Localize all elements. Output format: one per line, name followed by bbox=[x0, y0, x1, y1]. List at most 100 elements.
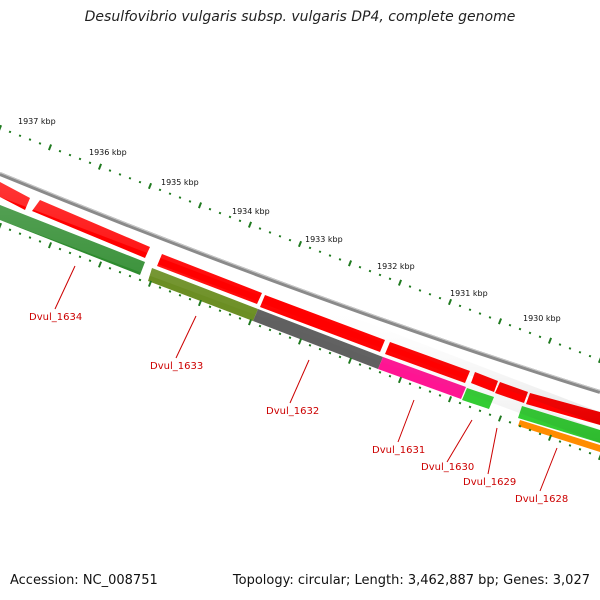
gene-label: Dvul_1634 bbox=[29, 312, 82, 323]
minor-tick bbox=[508, 323, 512, 327]
minor-tick bbox=[228, 313, 232, 316]
minor-tick bbox=[338, 258, 342, 261]
minor-tick bbox=[108, 267, 112, 270]
kbp-label: 1936 kbp bbox=[89, 148, 127, 157]
kbp-label: 1934 kbp bbox=[232, 207, 270, 216]
major-tick bbox=[597, 454, 600, 461]
minor-tick bbox=[538, 335, 542, 339]
minor-tick bbox=[568, 444, 572, 447]
minor-tick bbox=[428, 390, 432, 393]
major-tick bbox=[547, 434, 553, 441]
minor-tick bbox=[88, 259, 92, 262]
minor-tick bbox=[168, 192, 172, 196]
minor-tick bbox=[18, 232, 22, 235]
inner-tick-marks bbox=[0, 222, 600, 461]
major-tick bbox=[347, 357, 353, 364]
minor-tick bbox=[108, 169, 112, 172]
minor-tick bbox=[78, 255, 82, 259]
minor-tick bbox=[138, 278, 142, 282]
minor-tick bbox=[268, 328, 272, 332]
minor-tick bbox=[68, 153, 72, 157]
minor-tick bbox=[158, 286, 162, 289]
minor-tick bbox=[588, 451, 592, 455]
major-tick bbox=[47, 144, 53, 151]
minor-tick bbox=[358, 363, 362, 366]
major-tick bbox=[0, 222, 3, 229]
minor-tick bbox=[78, 157, 82, 161]
major-tick bbox=[297, 338, 303, 345]
major-tick bbox=[397, 279, 403, 286]
minor-tick bbox=[528, 331, 532, 335]
minor-tick bbox=[188, 297, 192, 301]
minor-tick bbox=[528, 428, 532, 432]
minor-tick bbox=[388, 277, 392, 281]
minor-tick bbox=[458, 304, 462, 308]
minor-tick bbox=[578, 448, 582, 451]
major-tick bbox=[97, 261, 103, 268]
kbp-label: 1935 kbp bbox=[161, 178, 199, 187]
minor-tick bbox=[368, 269, 372, 273]
minor-tick bbox=[38, 240, 42, 243]
minor-tick bbox=[168, 290, 172, 293]
gene-labels: Dvul_1634 Dvul_1633 Dvul_1632 Dvul_1631 … bbox=[29, 312, 568, 505]
minor-tick bbox=[558, 343, 562, 346]
gene-label: Dvul_1631 bbox=[372, 445, 425, 456]
minor-tick bbox=[28, 138, 32, 141]
major-tick bbox=[247, 319, 253, 326]
minor-tick bbox=[158, 188, 162, 192]
minor-tick bbox=[368, 367, 372, 370]
minor-tick bbox=[438, 394, 442, 397]
minor-tick bbox=[218, 309, 222, 312]
genome-summary-text: Topology: circular; Length: 3,462,887 bp… bbox=[232, 573, 590, 588]
major-tick bbox=[97, 163, 103, 170]
minor-tick bbox=[408, 382, 412, 386]
minor-tick bbox=[438, 296, 442, 300]
major-tick bbox=[197, 202, 203, 209]
minor-tick bbox=[258, 324, 262, 328]
minor-tick bbox=[208, 305, 212, 309]
major-tick bbox=[47, 242, 53, 249]
kbp-label: 1931 kbp bbox=[450, 289, 488, 298]
map-title: Desulfovibrio vulgaris subsp. vulgaris D… bbox=[84, 9, 516, 25]
major-tick bbox=[447, 298, 453, 306]
minor-tick bbox=[328, 351, 332, 355]
minor-tick bbox=[308, 344, 312, 347]
kbp-label: 1930 kbp bbox=[523, 314, 561, 323]
minor-tick bbox=[238, 219, 242, 223]
minor-tick bbox=[408, 285, 412, 288]
minor-tick bbox=[478, 409, 482, 413]
minor-tick bbox=[418, 386, 422, 389]
minor-tick bbox=[388, 374, 392, 378]
minor-tick bbox=[278, 332, 282, 336]
major-tick bbox=[147, 280, 153, 287]
minor-tick bbox=[58, 149, 62, 153]
minor-tick bbox=[268, 231, 272, 234]
minor-tick bbox=[468, 308, 472, 312]
genome-backbone bbox=[0, 172, 600, 394]
outer-tick-marks bbox=[0, 124, 600, 364]
minor-tick bbox=[288, 336, 292, 339]
major-tick bbox=[297, 240, 303, 248]
minor-tick bbox=[308, 246, 312, 250]
minor-tick bbox=[138, 180, 142, 184]
minor-tick bbox=[478, 312, 482, 315]
minor-tick bbox=[508, 421, 512, 424]
gene-dvul-1628-inner bbox=[518, 420, 600, 452]
minor-tick bbox=[468, 405, 472, 409]
gene-callouts bbox=[54, 265, 558, 492]
minor-tick bbox=[118, 270, 122, 274]
minor-tick bbox=[68, 251, 72, 255]
major-tick bbox=[547, 337, 553, 344]
minor-tick bbox=[318, 347, 322, 351]
major-tick bbox=[247, 221, 253, 228]
minor-tick bbox=[518, 327, 522, 331]
minor-tick bbox=[338, 355, 342, 359]
major-tick bbox=[197, 299, 203, 307]
minor-tick bbox=[568, 347, 572, 350]
major-tick bbox=[497, 415, 503, 422]
minor-tick bbox=[518, 424, 522, 428]
reverse-genes bbox=[0, 205, 600, 452]
minor-tick bbox=[288, 238, 292, 242]
minor-tick bbox=[238, 317, 242, 320]
minor-tick bbox=[378, 273, 382, 277]
